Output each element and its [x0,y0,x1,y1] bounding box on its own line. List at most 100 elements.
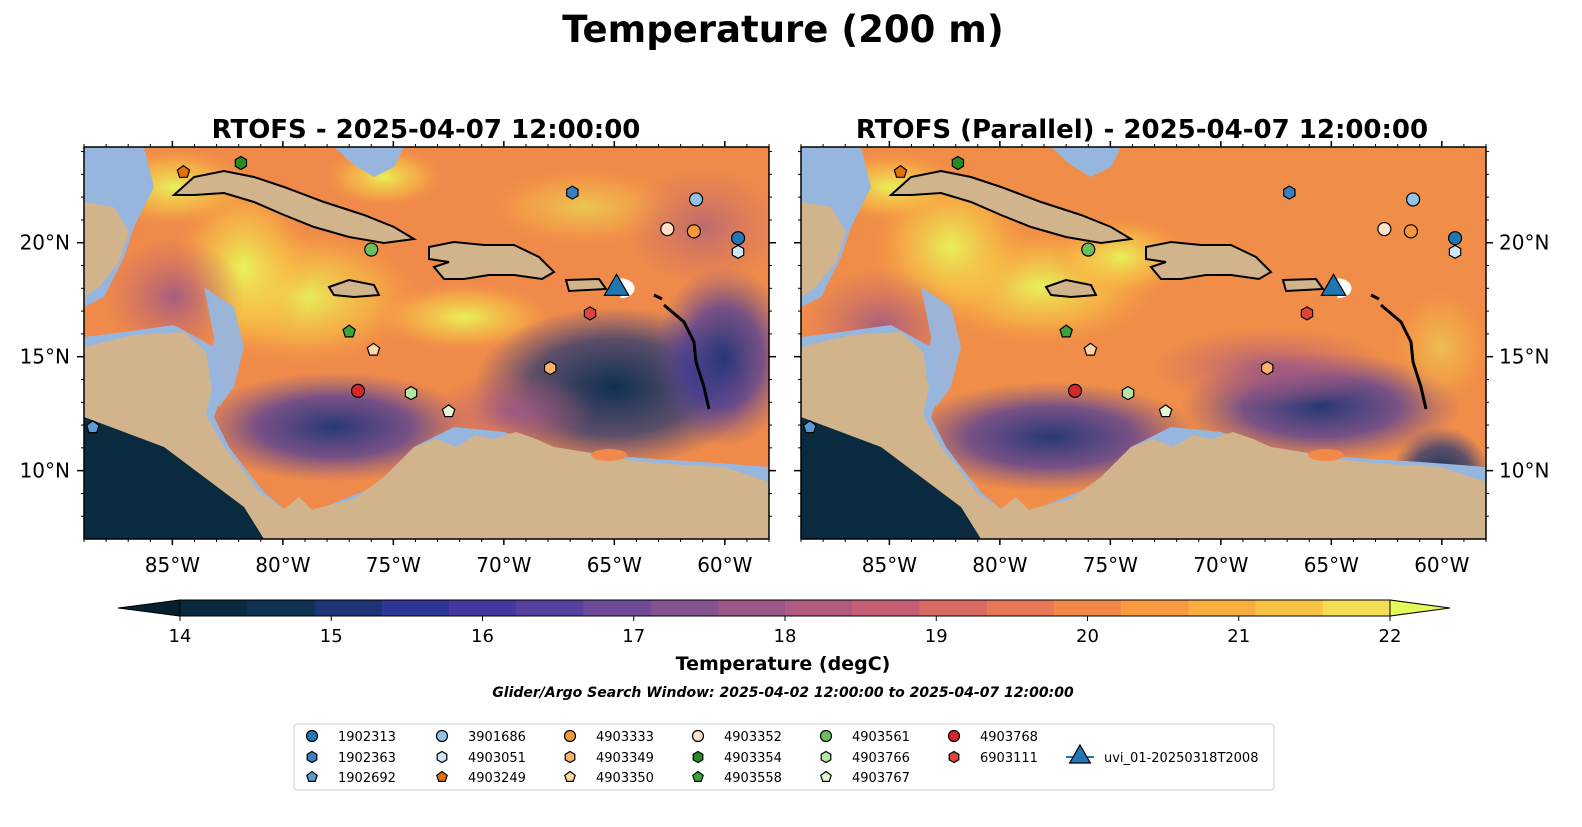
lat-label-right-1: 15°N [1499,345,1549,369]
lon-label-right-5: 60°W [1414,553,1469,577]
legend-marker-4903349 [564,750,576,764]
float-marker-4903561-left [364,242,379,257]
colorbar-segment [1053,600,1122,616]
colorbar-label: Temperature (degC) [676,653,891,675]
lon-label-left-2: 75°W [366,553,421,577]
float-marker-4903333-right [1403,224,1418,239]
legend-label: 4903051 [468,751,526,766]
colorbar-segment [986,600,1055,616]
float-marker-4903767-right [1158,404,1173,418]
legend-label: 4903558 [724,771,782,786]
lon-label-left-5: 60°W [697,553,752,577]
legend-marker-1902313 [305,729,319,743]
float-marker-4903768-left [350,383,366,398]
float-marker-4903354-right [951,155,965,171]
legend-label: 4903354 [724,751,782,766]
lon-label-right-3: 70°W [1193,553,1248,577]
float-marker-3901686-left [688,192,704,207]
colorbar-tick-label: 18 [774,626,797,647]
float-marker-4903558-left [342,324,357,338]
legend-label: 4903768 [980,730,1038,745]
float-marker-1902363-right [1283,185,1296,200]
colorbar-tick-label: 14 [169,626,192,647]
float-marker-4903352-left [660,221,675,237]
colorbar-tick-label: 16 [471,626,494,647]
legend-marker-4903768 [947,729,961,743]
legend-label: 3901686 [468,730,526,745]
legend-marker-4903767 [820,770,832,783]
legend-marker-1902363 [306,750,318,764]
colorbar-segment [650,600,719,616]
lon-label-left-1: 80°W [255,553,310,577]
colorbar-segment [180,600,248,616]
legend-label: 4903561 [852,730,910,745]
float-marker-4903051-left [731,244,745,259]
colorbar-segment [516,600,584,616]
colorbar-segment [1188,600,1257,616]
lon-label-left-0: 85°W [145,553,200,577]
colorbar-over-extension [1389,599,1451,617]
legend-label: 6903111 [980,751,1038,766]
float-marker-4903766-right [1121,385,1135,401]
legend-label: 1902363 [338,751,396,766]
float-marker-4903333-left [686,224,701,239]
colorbar-tick-label: 22 [1379,626,1402,647]
colorbar-tick-label: 15 [320,626,343,647]
legend-marker-3901686 [435,729,449,743]
colorbar-segment [1255,600,1324,616]
legend-marker-glider [1068,743,1092,764]
lat-label-right-0: 20°N [1499,231,1549,255]
float-marker-1902313-right [1447,231,1463,246]
colorbar: 14 15 16 17 18 19 20 21 22 [117,599,1451,647]
float-marker-4903249-right [893,164,908,178]
colorbar-segment [852,600,921,616]
colorbar-segment [919,600,988,616]
float-marker-1902313-left [730,231,746,246]
map-axes: 85°W 80°W 75°W 70°W 65°W 60°W 20°N 15°N 10°N 85°W… [20,141,1549,577]
legend-label: uvi_01-20250318T2008 [1104,751,1258,766]
float-marker-4903768-right [1067,383,1083,398]
legend-label: 4903333 [596,730,654,745]
colorbar-segment [448,600,517,616]
right-panel-title: RTOFS (Parallel) - 2025-04-07 12:00:00 [856,115,1428,145]
float-marker-4903766-left [404,385,418,401]
legend: 1902313 1902363 1902692 3901686 4903051 49032… [293,723,1275,791]
search-window-note: Glider/Argo Search Window: 2025-04-02 12… [492,685,1074,701]
colorbar-segment [717,600,786,616]
glider-marker-right [1320,273,1347,296]
lat-label-left-1: 15°N [20,345,70,369]
legend-label: 4903352 [724,730,782,745]
legend-marker-4903558 [692,770,704,783]
float-marker-4903767-left [441,404,456,418]
float-marker-6903111-right [1300,306,1314,321]
colorbar-tick-label: 19 [925,626,948,647]
float-marker-4903350-right [1083,342,1098,356]
legend-label: 1902313 [338,730,396,745]
colorbar-segment [314,600,383,616]
float-marker-4903354-left [234,155,248,171]
colorbar-segment [381,600,450,616]
rtofs-map-panel [83,146,770,540]
float-marker-3901686-right [1405,192,1421,207]
float-marker-4903350-left [366,342,381,356]
lon-label-right-0: 85°W [862,553,917,577]
legend-label: 1902692 [338,771,396,786]
colorbar-segment [1121,600,1189,616]
legend-label: 4903349 [596,751,654,766]
float-marker-6903111-left [583,306,597,321]
colorbar-segment [785,600,853,616]
legend-marker-1902692 [306,770,318,783]
float-marker-1902363-left [566,185,579,200]
lat-label-left-2: 10°N [20,459,70,483]
legend-label: 4903350 [596,771,654,786]
legend-label: 4903767 [852,771,910,786]
float-marker-1902692-right [802,420,817,434]
rtofs-parallel-map-panel [800,146,1487,540]
float-markers [85,155,1463,434]
lon-label-left-3: 70°W [476,553,531,577]
colorbar-segment [583,600,652,616]
float-marker-4903561-right [1081,242,1096,257]
legend-label: 4903766 [852,751,910,766]
float-marker-4903352-right [1377,221,1392,237]
